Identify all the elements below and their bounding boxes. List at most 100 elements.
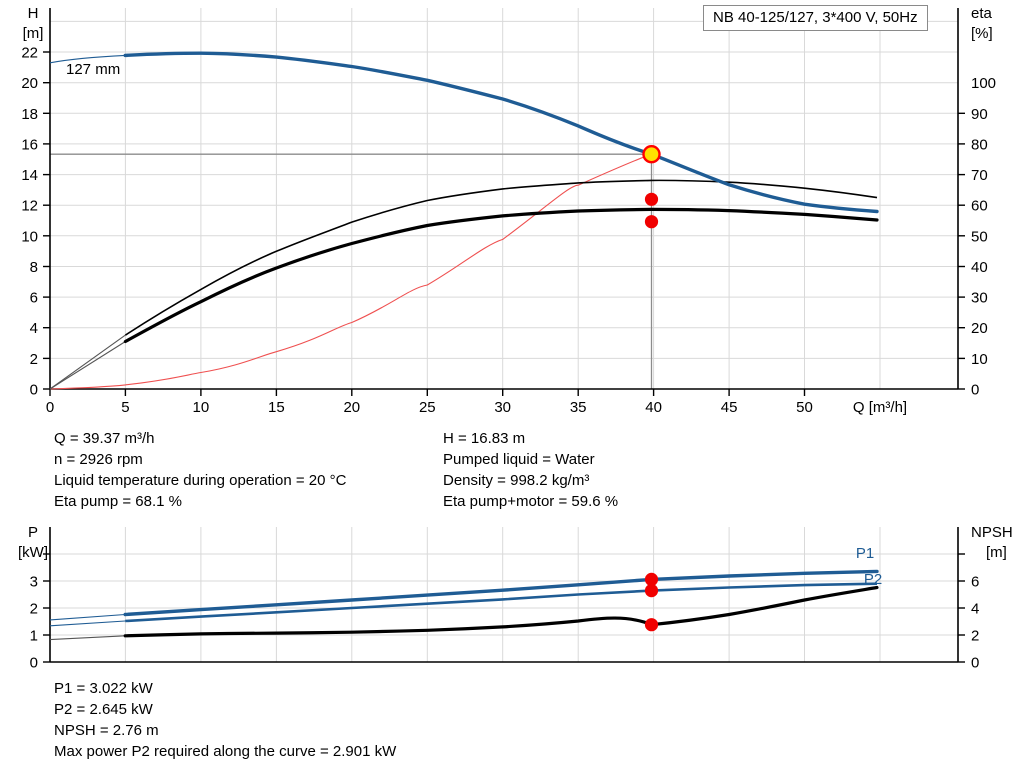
top-chart-y-right-title-line1: eta — [971, 5, 993, 22]
duty-info-right-block: H = 16.83 m Pumped liquid = Water Densit… — [443, 428, 618, 512]
top-chart-x-tick-labels: 0 5 10 15 20 25 30 35 40 45 50 — [46, 399, 813, 416]
eta-pump-motor-curve-thin-segment — [49, 341, 126, 390]
duty-info-density: Density = 998.2 kg/m³ — [443, 472, 590, 489]
y-left-tick-14: 14 — [21, 167, 38, 184]
head-efficiency-chart: 0 2 4 6 8 10 12 14 16 18 20 22 0 — [21, 5, 996, 416]
x-tick-5: 5 — [121, 399, 129, 416]
y-right-tick-0: 0 — [971, 382, 979, 399]
pump-model-title-box: NB 40-125/127, 3*400 V, 50Hz — [703, 5, 928, 31]
npsh-curve — [123, 585, 879, 638]
bottom-chart-y-left-title-line2: [kW] — [18, 544, 48, 561]
y-left-tick-0: 0 — [30, 382, 38, 399]
y-right-tick-50: 50 — [971, 228, 988, 245]
duty-info-flow: Q = 39.37 m³/h — [54, 430, 155, 447]
x-tick-20: 20 — [343, 399, 360, 416]
duty-info-eta-pump-motor: Eta pump+motor = 59.6 % — [443, 493, 619, 510]
bottom-chart-y-left-title-line1: P — [28, 524, 38, 541]
bottom-chart-y-right-title-line1: NPSH — [971, 524, 1013, 541]
p2-series-label: P2 — [864, 571, 882, 588]
head-curve — [123, 51, 879, 214]
p2-duty-dot — [644, 584, 659, 598]
p1-curve-thin-segment — [49, 613, 126, 621]
p-tick-3: 3 — [30, 574, 38, 591]
y-left-tick-8: 8 — [30, 259, 38, 276]
duty-info-speed: n = 2926 rpm — [54, 451, 143, 468]
top-chart-y-left-ticks — [43, 51, 50, 390]
y-left-tick-10: 10 — [21, 228, 38, 245]
x-tick-10: 10 — [193, 399, 210, 416]
power-info-npsh: NPSH = 2.76 m — [54, 722, 159, 739]
top-chart-y-right-ticks — [958, 112, 965, 390]
x-tick-50: 50 — [796, 399, 813, 416]
power-info-block: P1 = 3.022 kW P2 = 2.645 kW NPSH = 2.76 … — [54, 678, 396, 762]
x-tick-40: 40 — [645, 399, 662, 416]
eta-pump-curve-thin-segment — [49, 334, 126, 390]
top-chart-x-title: Q [m³/h] — [853, 399, 907, 416]
y-right-tick-80: 80 — [971, 136, 988, 153]
p2-curve — [125, 582, 878, 623]
x-tick-35: 35 — [570, 399, 587, 416]
duty-info-liquid-temperature: Liquid temperature during operation = 20… — [54, 472, 347, 489]
y-left-tick-22: 22 — [21, 45, 38, 62]
npsh-tick-2: 2 — [971, 628, 979, 645]
npsh-tick-4: 4 — [971, 601, 979, 618]
operating-point-marker[interactable] — [642, 144, 661, 164]
duty-info-head: H = 16.83 m — [443, 430, 526, 447]
bottom-chart-y-right-tick-labels: 0 2 4 6 — [971, 574, 979, 672]
npsh-tick-6: 6 — [971, 574, 979, 591]
impeller-size-label: 127 mm — [66, 61, 120, 78]
y-right-tick-10: 10 — [971, 351, 988, 368]
top-chart-y-right-title-line2: [%] — [971, 25, 993, 42]
top-chart-y-left-tick-labels: 0 2 4 6 8 10 12 14 16 18 20 22 — [21, 45, 38, 399]
duty-info-pumped-liquid: Pumped liquid = Water — [443, 451, 595, 468]
p1-series-label: P1 — [856, 545, 874, 562]
top-chart-y-left-title-line2: [m] — [23, 25, 44, 42]
head-curve-thin-segment — [49, 54, 126, 64]
y-left-tick-20: 20 — [21, 75, 38, 92]
x-tick-25: 25 — [419, 399, 436, 416]
y-left-tick-16: 16 — [21, 136, 38, 153]
p-tick-1: 1 — [30, 628, 38, 645]
pump-model-label: NB 40-125/127, 3*400 V, 50Hz — [713, 9, 918, 26]
bottom-chart-y-right-ticks — [958, 553, 965, 663]
bottom-chart-y-right-title-line2: [m] — [986, 544, 1007, 561]
p-tick-2: 2 — [30, 601, 38, 618]
npsh-curve-thin-segment — [49, 635, 126, 641]
y-right-tick-90: 90 — [971, 106, 988, 123]
y-right-tick-60: 60 — [971, 198, 988, 215]
duty-info-left-block: Q = 39.37 m³/h n = 2926 rpm Liquid tempe… — [54, 428, 346, 512]
y-left-tick-2: 2 — [30, 351, 38, 368]
p-tick-0: 0 — [30, 655, 38, 672]
top-chart-x-ticks — [49, 389, 806, 396]
y-right-tick-100: 100 — [971, 75, 996, 92]
duty-system-curve — [49, 153, 652, 390]
p1-duty-dot — [644, 572, 659, 586]
x-tick-15: 15 — [268, 399, 285, 416]
x-tick-45: 45 — [721, 399, 738, 416]
power-npsh-chart: 0 1 2 3 0 2 4 6 P [kW] NPSH [m] — [18, 524, 1013, 672]
npsh-tick-0: 0 — [971, 655, 979, 672]
eta-pump-motor-duty-dot — [644, 215, 659, 229]
y-right-tick-40: 40 — [971, 259, 988, 276]
y-left-tick-18: 18 — [21, 106, 38, 123]
y-left-tick-12: 12 — [21, 198, 38, 215]
y-right-tick-70: 70 — [971, 167, 988, 184]
npsh-duty-dot — [644, 618, 659, 632]
y-right-tick-20: 20 — [971, 320, 988, 337]
top-chart-y-right-tick-labels: 0 10 20 30 40 50 60 70 80 90 100 — [971, 75, 996, 398]
y-left-tick-4: 4 — [30, 320, 38, 337]
x-tick-30: 30 — [494, 399, 511, 416]
bottom-chart-grid — [50, 527, 958, 662]
y-left-tick-6: 6 — [30, 290, 38, 307]
bottom-chart-y-left-ticks — [43, 553, 50, 663]
p2-curve-thin-segment — [49, 620, 126, 627]
power-info-p2: P2 = 2.645 kW — [54, 701, 153, 718]
power-info-p1: P1 = 3.022 kW — [54, 680, 153, 697]
eta-pump-duty-dot — [644, 192, 659, 206]
p1-curve — [123, 569, 879, 617]
eta-pump-motor-curve — [123, 207, 879, 344]
top-chart-y-left-title-line1: H — [28, 5, 39, 22]
power-info-max-power: Max power P2 required along the curve = … — [54, 743, 397, 760]
duty-info-eta-pump: Eta pump = 68.1 % — [54, 493, 182, 510]
